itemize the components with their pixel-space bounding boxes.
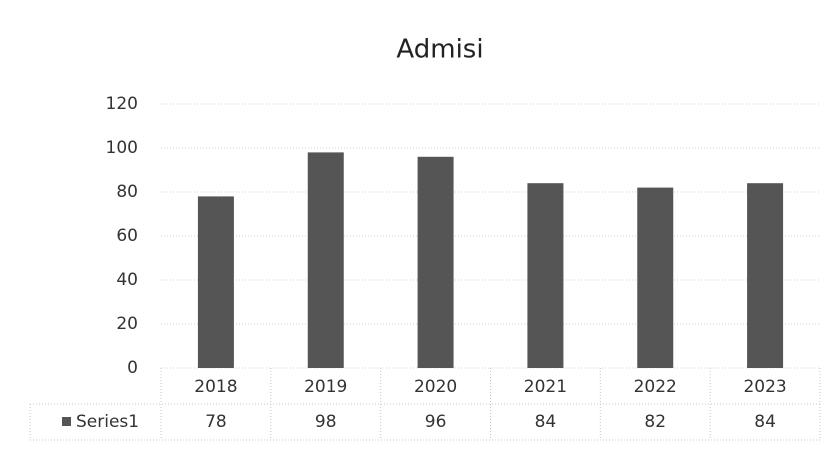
chart-title: Admisi [396, 35, 483, 65]
bar [637, 187, 674, 368]
table-value: 84 [754, 412, 776, 432]
y-tick-label: 40 [116, 270, 138, 290]
y-tick-label: 20 [116, 314, 138, 334]
x-tick-label: 2020 [414, 377, 457, 397]
x-tick-label: 2022 [634, 377, 677, 397]
y-tick-label: 100 [106, 138, 138, 158]
y-tick-label: 60 [116, 226, 138, 246]
table-value: 78 [205, 412, 227, 432]
table-value: 98 [315, 412, 337, 432]
bar [527, 183, 564, 368]
table-value: 82 [644, 412, 666, 432]
bar [307, 152, 344, 368]
legend-label: Series1 [76, 412, 139, 432]
legend-key [62, 417, 71, 426]
x-tick-label: 2019 [304, 377, 347, 397]
y-tick-label: 80 [116, 182, 138, 202]
table-value: 96 [425, 412, 447, 432]
table-value: 84 [535, 412, 557, 432]
bar [417, 156, 454, 368]
x-tick-label: 2023 [743, 377, 786, 397]
y-tick-label: 0 [127, 358, 138, 378]
bar [747, 183, 784, 368]
x-tick-label: 2018 [194, 377, 237, 397]
y-tick-label: 120 [106, 94, 138, 114]
bar [197, 196, 234, 368]
x-tick-label: 2021 [524, 377, 567, 397]
